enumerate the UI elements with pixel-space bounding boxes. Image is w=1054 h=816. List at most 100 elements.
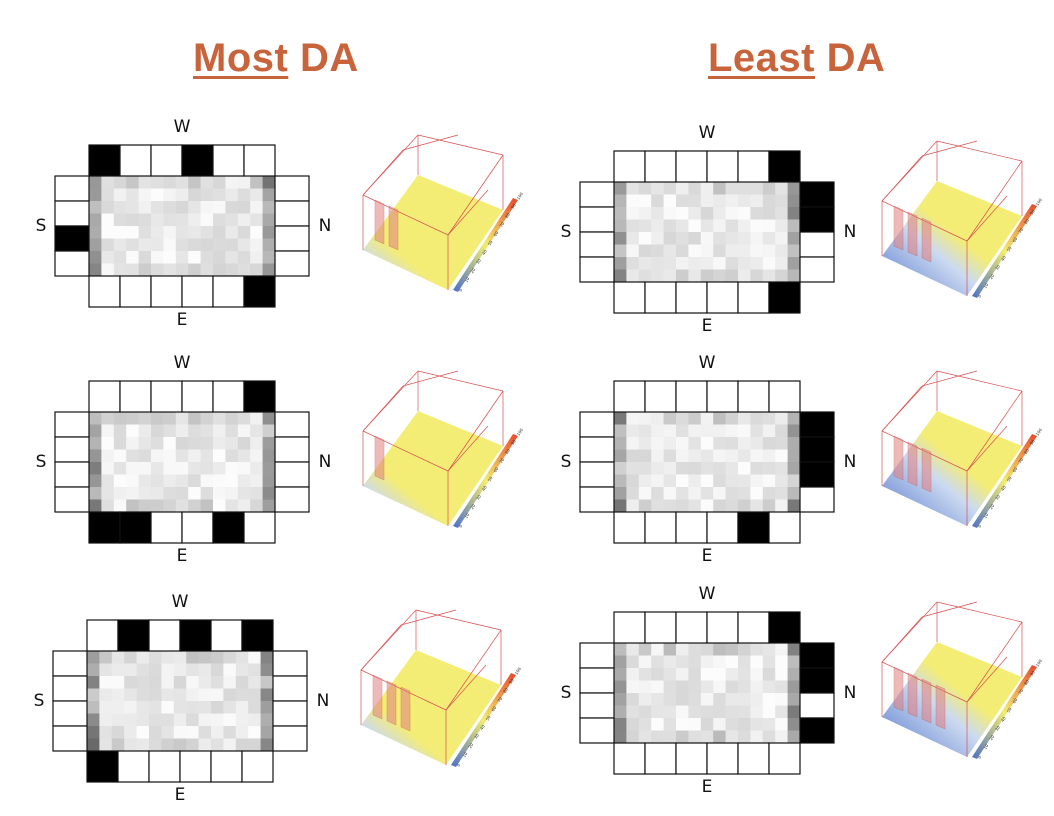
south-window-slot xyxy=(52,675,88,702)
heatmap-cell xyxy=(762,244,776,258)
heatmap-cell xyxy=(750,668,764,681)
heatmap-cell xyxy=(260,726,274,739)
north-window-slot xyxy=(799,206,835,233)
daylight-heatmap xyxy=(87,651,274,752)
heatmap-cell xyxy=(713,680,726,694)
legend-tick-label: 100 xyxy=(1035,658,1044,668)
heatmap-cell xyxy=(99,651,113,664)
compass-north-label: N xyxy=(318,216,332,236)
heatmap-cell xyxy=(200,201,214,214)
heatmap-cell xyxy=(787,257,801,270)
heatmap-cell xyxy=(161,713,175,727)
heatmap-cell xyxy=(638,643,652,656)
heatmap-cell xyxy=(113,176,127,189)
plan-grid xyxy=(579,150,835,314)
heatmap-cell xyxy=(676,730,689,744)
north-window-slot xyxy=(799,461,835,488)
heatmap-cell xyxy=(138,188,152,202)
heatmap-cell xyxy=(188,449,201,463)
south-window-slot xyxy=(54,250,90,277)
heatmap-cell xyxy=(626,643,640,656)
heatmap-cell xyxy=(738,487,751,500)
heatmap-cell xyxy=(200,474,214,488)
legend-tick-label: 0 xyxy=(977,754,983,759)
heatmap-cell xyxy=(250,474,263,488)
heatmap-cell xyxy=(651,705,664,719)
heatmap-cell xyxy=(161,738,175,752)
heatmap-cell xyxy=(101,251,115,264)
heatmap-cell xyxy=(700,730,714,744)
west-window-slot xyxy=(119,144,152,177)
legend-tick-label: 100 xyxy=(516,427,525,437)
legend-tick-label: 30 xyxy=(994,264,1001,271)
heatmap-cell xyxy=(762,668,776,681)
heatmap-cell xyxy=(163,412,177,425)
heatmap-cell xyxy=(101,424,115,438)
heatmap-cell xyxy=(688,437,702,450)
heatmap-cell xyxy=(250,462,263,475)
heatmap-cell xyxy=(638,718,652,731)
heatmap-cell xyxy=(87,651,100,664)
heatmap-cell xyxy=(750,499,764,513)
heatmap-cell xyxy=(626,487,640,500)
heatmap-cell xyxy=(151,213,164,227)
heatmap-cell xyxy=(186,676,199,689)
heatmap-cell xyxy=(223,738,237,752)
heatmap-cell xyxy=(713,487,726,500)
heatmap-cell xyxy=(151,437,164,450)
legend-tick-label: 60 xyxy=(490,705,497,712)
heatmap-cell xyxy=(700,655,714,669)
compass-south-label: S xyxy=(560,683,572,703)
east-window-slot xyxy=(768,281,801,314)
heatmap-cell xyxy=(188,263,201,277)
heatmap-cell xyxy=(738,244,751,258)
heatmap-cell xyxy=(260,701,274,714)
south-window-slot xyxy=(579,231,615,258)
heatmap-cell xyxy=(223,688,237,702)
legend-tick-label: 70 xyxy=(498,457,505,464)
heatmap-cell xyxy=(186,663,199,677)
heatmap-cell xyxy=(87,701,100,714)
east-window-slot xyxy=(150,511,183,544)
heatmap-cell xyxy=(775,487,788,500)
legend-tick-label: 80 xyxy=(1023,679,1030,686)
heatmap-cell xyxy=(124,688,137,702)
heatmap-cell xyxy=(676,449,689,463)
heatmap-cell xyxy=(700,643,714,656)
west-window-slot xyxy=(706,150,739,183)
heatmap-cell xyxy=(638,680,652,694)
west-window-slot xyxy=(181,380,214,413)
heatmap-cell xyxy=(787,705,801,719)
heatmap-cell xyxy=(248,663,261,677)
heatmap-cell xyxy=(750,244,764,258)
heatmap-cell xyxy=(262,462,276,475)
heatmap-cell xyxy=(126,462,139,475)
heatmap-cell xyxy=(651,474,664,488)
west-window-slot xyxy=(675,380,708,413)
heatmap-cell xyxy=(250,238,263,252)
heatmap-cell xyxy=(87,663,100,677)
heatmap-cell xyxy=(175,437,189,450)
heatmap-cell xyxy=(626,693,640,706)
heatmap-cell xyxy=(626,269,640,283)
heatmap-cell xyxy=(186,738,199,752)
heatmap-cell xyxy=(638,668,652,681)
heatmap-cell xyxy=(250,251,263,264)
heatmap-cell xyxy=(89,424,102,438)
east-window-slot xyxy=(768,742,801,775)
heatmap-cell xyxy=(136,676,150,689)
west-window-slot xyxy=(150,380,183,413)
heatmap-cell xyxy=(213,201,226,214)
west-window-slot xyxy=(119,380,152,413)
heatmap-cell xyxy=(713,424,726,438)
heatmap-cell xyxy=(126,449,139,463)
legend-tick-label: 90 xyxy=(510,438,517,445)
legend-tick-label: 0 xyxy=(977,293,983,298)
heatmap-cell xyxy=(750,705,764,719)
heatmap-cell xyxy=(151,226,164,239)
heatmap-cell xyxy=(713,437,726,450)
heatmap-cell xyxy=(663,257,677,270)
heatmap-cell xyxy=(663,219,677,233)
compass-east-label: E xyxy=(701,546,713,566)
compass-east-label: E xyxy=(176,310,188,330)
